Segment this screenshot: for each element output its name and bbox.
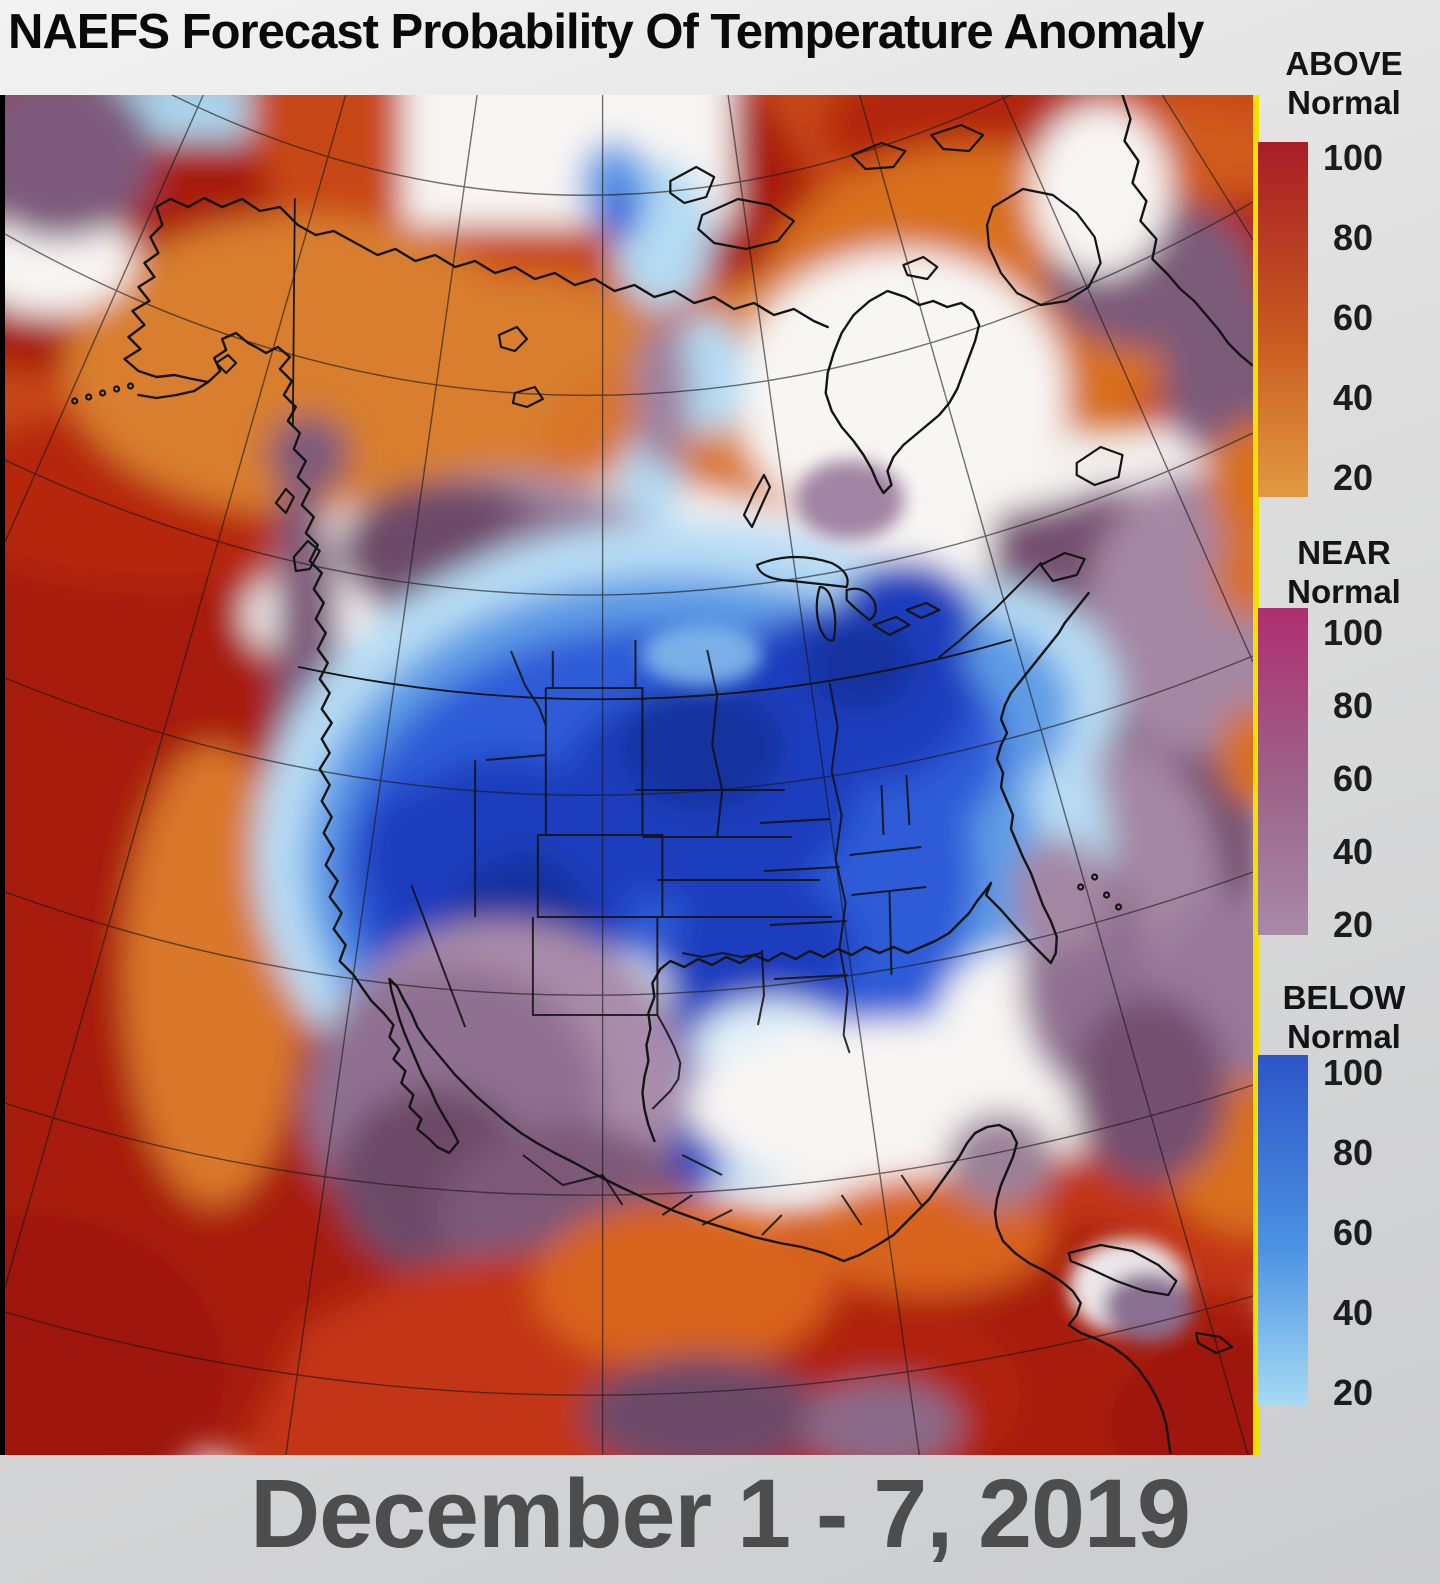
tick-label: 60	[1332, 297, 1374, 338]
legend-section-above: ABOVE Normal 100 80 60 40 20	[1256, 30, 1440, 510]
legend-gradient-bar-above	[1258, 142, 1308, 497]
graticule-lines	[5, 95, 1253, 1455]
tick-label: 100	[1322, 1052, 1384, 1093]
legend-title-near: NEAR Normal	[1256, 533, 1432, 611]
coastline-paths	[123, 95, 1253, 1455]
probability-color-field	[5, 95, 1253, 1455]
island-lake-outlines	[71, 123, 1234, 1355]
legend-column: ABOVE Normal 100 80 60 40 20 NEAR Normal…	[1256, 0, 1440, 1584]
legend-title-below: BELOW Normal	[1256, 978, 1432, 1056]
tick-label: 100	[1322, 137, 1384, 178]
tick-label: 60	[1332, 1212, 1374, 1253]
legend-title-above: ABOVE Normal	[1256, 44, 1432, 122]
tick-label: 20	[1332, 457, 1374, 498]
legend-title-below-qualifier: Normal	[1287, 1018, 1401, 1055]
legend-section-below: BELOW Normal 100 80 60 40 20	[1256, 965, 1440, 1425]
tick-label: 80	[1332, 217, 1374, 258]
weather-map-canvas	[5, 95, 1253, 1455]
tick-label: 80	[1332, 685, 1374, 726]
legend-title-below-name: BELOW	[1282, 979, 1406, 1016]
legend-section-near: NEAR Normal 100 80 60 40 20	[1256, 525, 1440, 965]
legend-gradient-bar-near	[1258, 608, 1308, 935]
tick-label: 80	[1332, 1132, 1374, 1173]
state-border-lines	[410, 640, 927, 1236]
legend-title-above-qualifier: Normal	[1287, 84, 1401, 121]
tick-label: 20	[1332, 1372, 1374, 1413]
weather-map-frame	[0, 95, 1259, 1455]
legend-gradient-bar-below	[1258, 1055, 1308, 1405]
tick-label: 100	[1322, 612, 1384, 653]
tick-label: 40	[1332, 831, 1374, 872]
legend-title-above-name: ABOVE	[1285, 45, 1403, 82]
date-label: December 1 - 7, 2019	[250, 1459, 1191, 1568]
legend-title-near-name: NEAR	[1297, 534, 1391, 571]
page-title: NAEFS Forecast Probability Of Temperatur…	[8, 5, 1204, 59]
tick-label: 60	[1332, 758, 1374, 799]
tick-label: 20	[1332, 904, 1374, 945]
tick-label: 40	[1332, 377, 1374, 418]
field-accents	[642, 460, 1194, 1342]
legend-title-near-qualifier: Normal	[1287, 573, 1401, 610]
tick-label: 40	[1332, 1292, 1374, 1333]
